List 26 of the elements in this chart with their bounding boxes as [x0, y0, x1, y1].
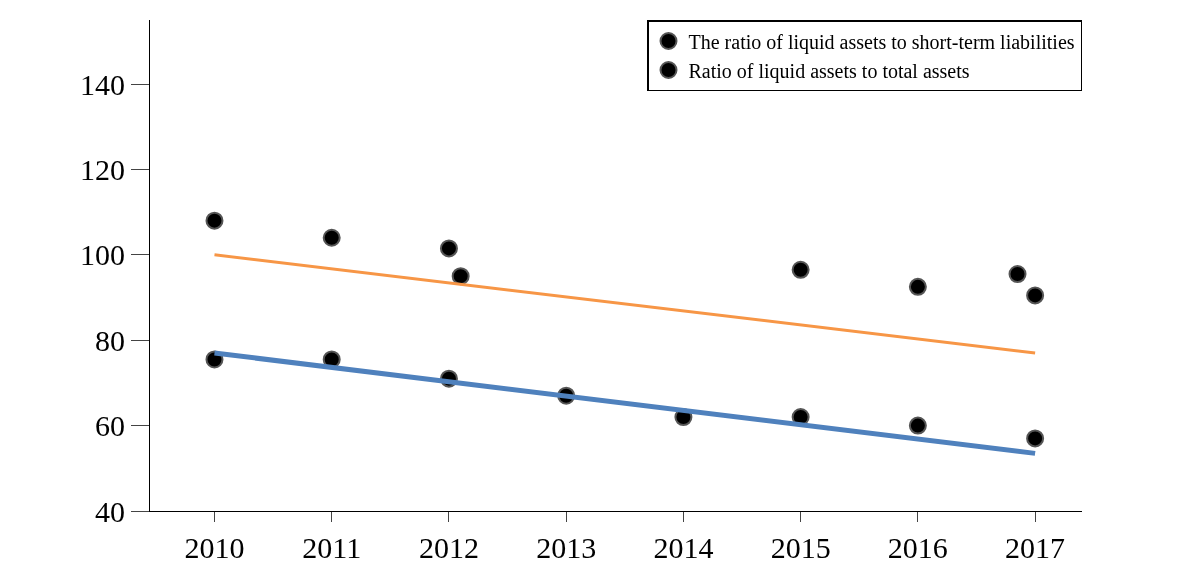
point — [1026, 429, 1045, 448]
y-tick-label: 80 — [95, 323, 125, 357]
x-tick-label: 2012 — [418, 531, 479, 564]
point — [1008, 265, 1027, 284]
x-tick-label: 2016 — [887, 531, 948, 564]
x-tick-label: 2010 — [184, 531, 245, 564]
legend-label: The ratio of liquid assets to short-term liabilities — [688, 30, 1075, 54]
x-tick-label: 2015 — [770, 531, 831, 564]
x-tick-label: 2014 — [653, 531, 714, 564]
x-tick-label: 2013 — [536, 531, 597, 564]
point — [439, 239, 458, 258]
x-tick-label: 2017 — [1005, 531, 1066, 564]
y-tick-label: 40 — [95, 494, 125, 528]
point — [908, 416, 927, 435]
point — [1026, 286, 1045, 305]
y-tick-label: 60 — [95, 409, 125, 443]
point — [791, 260, 810, 279]
point — [908, 277, 927, 296]
y-tick-label: 140 — [80, 67, 125, 101]
legend-label: Ratio of liquid assets to total assets — [688, 59, 970, 83]
point — [322, 228, 341, 247]
point — [205, 211, 224, 230]
y-tick-label: 100 — [80, 238, 125, 272]
y-tick-label: 120 — [80, 152, 125, 186]
x-tick-label: 2011 — [302, 531, 362, 564]
point — [451, 267, 470, 286]
